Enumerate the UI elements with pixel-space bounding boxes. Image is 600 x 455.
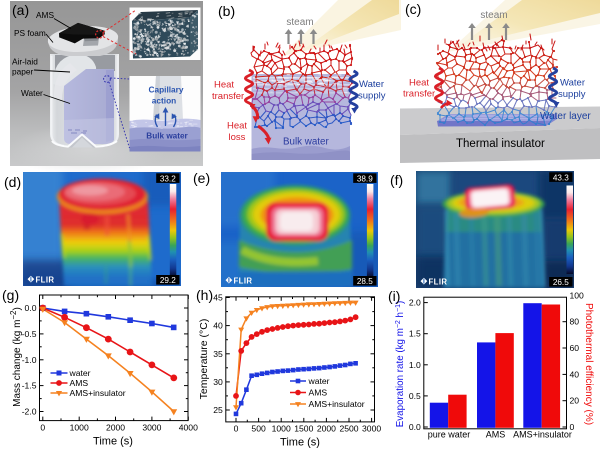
svg-text:transfer: transfer [403, 89, 435, 100]
svg-text:2000: 2000 [106, 423, 125, 433]
svg-text:supply: supply [358, 91, 386, 102]
svg-text:Water: Water [359, 79, 384, 90]
svg-text:500: 500 [251, 424, 266, 434]
svg-text:water: water [69, 368, 91, 378]
svg-text:2500: 2500 [339, 424, 358, 434]
svg-text:1000: 1000 [70, 423, 89, 433]
svg-text:28.5: 28.5 [357, 277, 373, 286]
svg-text:Bulk water: Bulk water [283, 137, 329, 148]
svg-text:1500: 1500 [294, 424, 313, 434]
svg-text:Capillary: Capillary [148, 85, 183, 95]
svg-text:steam: steam [286, 17, 313, 28]
svg-text:loss: loss [229, 132, 246, 143]
svg-text:0.0: 0.0 [25, 303, 37, 313]
svg-text:transfer: transfer [212, 91, 244, 102]
svg-text:2.0: 2.0 [409, 298, 421, 308]
svg-text:29.2: 29.2 [160, 276, 176, 285]
svg-text:steam: steam [480, 10, 507, 21]
svg-text:Heat: Heat [227, 121, 247, 132]
svg-text:45: 45 [213, 293, 223, 303]
svg-text:Water layer: Water layer [540, 111, 591, 122]
svg-text:Temperature (°C): Temperature (°C) [198, 319, 210, 400]
svg-text:40: 40 [213, 321, 223, 331]
svg-text:38.9: 38.9 [357, 174, 373, 183]
svg-text:80: 80 [570, 317, 580, 327]
svg-text:PS foam: PS foam [14, 28, 46, 38]
svg-text:20: 20 [570, 396, 580, 406]
svg-text:Bulk water: Bulk water [146, 132, 188, 141]
svg-text:(f): (f) [390, 172, 403, 188]
svg-text:FLIR: FLIR [429, 277, 448, 286]
svg-text:AMS: AMS [70, 378, 89, 388]
svg-text:2000: 2000 [317, 424, 336, 434]
svg-text:30: 30 [213, 377, 223, 387]
svg-text:action: action [152, 96, 176, 106]
svg-text:(b): (b) [218, 3, 235, 19]
svg-text:(d): (d) [4, 174, 21, 190]
svg-text:AMS+insulator: AMS+insulator [70, 388, 126, 398]
svg-text:(g): (g) [2, 287, 19, 303]
svg-text:Time (s): Time (s) [93, 436, 133, 448]
svg-text:1000: 1000 [272, 424, 291, 434]
svg-text:-2.0: -2.0 [22, 407, 37, 417]
svg-text:3000: 3000 [142, 423, 161, 433]
svg-text:Heat: Heat [214, 80, 234, 91]
svg-text:0: 0 [234, 424, 239, 434]
svg-text:AMS+insulator: AMS+insulator [513, 430, 572, 440]
svg-text:1.5: 1.5 [409, 329, 421, 339]
svg-text:water: water [308, 376, 330, 386]
svg-text:(i): (i) [388, 288, 400, 304]
svg-text:(e): (e) [193, 170, 210, 186]
svg-text:100: 100 [570, 290, 585, 300]
svg-text:Water: Water [560, 78, 585, 89]
svg-text:Heat: Heat [409, 78, 429, 89]
svg-text:0.5: 0.5 [409, 391, 421, 401]
svg-text:(h): (h) [196, 287, 213, 303]
svg-text:(c): (c) [405, 1, 421, 17]
svg-text:pure water: pure water [428, 430, 471, 440]
svg-text:40: 40 [570, 369, 580, 379]
svg-text:AMS: AMS [309, 388, 328, 398]
svg-text:paper: paper [12, 67, 33, 77]
svg-text:4000: 4000 [179, 423, 198, 433]
svg-text:AMS: AMS [36, 10, 54, 20]
svg-text:-0.5: -0.5 [22, 329, 37, 339]
svg-text:Photothermal efficiency (%): Photothermal efficiency (%) [583, 303, 594, 425]
svg-text:-1.0: -1.0 [22, 355, 37, 365]
svg-text:3000: 3000 [362, 424, 381, 434]
svg-text:FLIR: FLIR [234, 276, 253, 285]
svg-text:1.0: 1.0 [409, 360, 421, 370]
svg-text:35: 35 [213, 349, 223, 359]
svg-text:(a): (a) [12, 2, 29, 18]
svg-text:26.5: 26.5 [553, 278, 569, 287]
svg-text:-1.5: -1.5 [22, 381, 37, 391]
svg-text:Evaporation rate (kg m−2 h−1): Evaporation rate (kg m−2 h−1) [395, 301, 406, 428]
svg-text:AMS: AMS [486, 430, 506, 440]
svg-text:Water: Water [21, 88, 43, 98]
svg-text:FLIR: FLIR [36, 275, 55, 284]
svg-text:43.3: 43.3 [553, 173, 569, 182]
svg-text:25: 25 [213, 405, 223, 415]
svg-text:supply: supply [558, 89, 586, 100]
svg-text:Mass change (kg m−2): Mass change (kg m−2) [9, 307, 23, 407]
svg-text:0.0: 0.0 [409, 422, 421, 432]
svg-text:AMS+insulator: AMS+insulator [309, 399, 365, 409]
svg-text:0: 0 [40, 423, 45, 433]
svg-text:Time (s): Time (s) [280, 437, 320, 449]
svg-text:0: 0 [570, 422, 575, 432]
svg-text:33.2: 33.2 [160, 174, 176, 183]
svg-text:Thermal insulator: Thermal insulator [456, 138, 545, 150]
svg-text:60: 60 [570, 343, 580, 353]
svg-text:Air-laid: Air-laid [12, 57, 38, 67]
